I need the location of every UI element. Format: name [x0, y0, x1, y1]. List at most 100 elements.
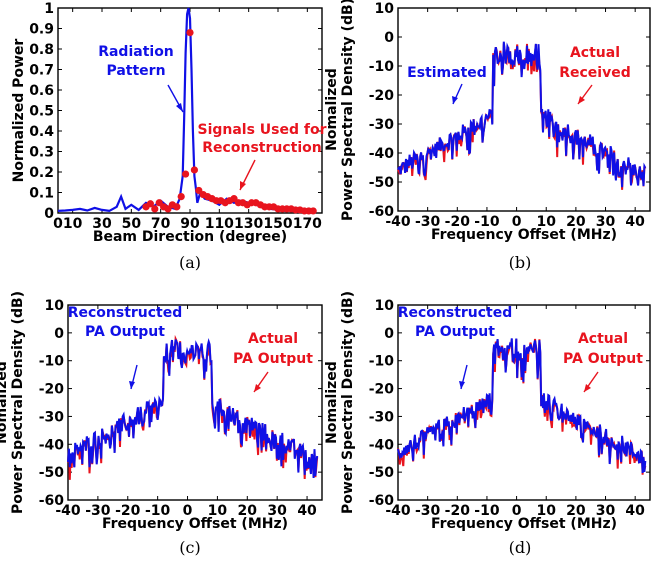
- annotation-arrowhead: [578, 96, 585, 104]
- y-tick-label: -10: [369, 59, 395, 75]
- panel-caption: (d): [509, 538, 532, 557]
- x-tick-label: 70: [151, 216, 171, 232]
- panel-caption: (a): [179, 253, 201, 272]
- y-tick-label: 0: [44, 206, 54, 222]
- y-tick-label: 0.9: [29, 22, 54, 38]
- panel-caption: (b): [509, 253, 532, 272]
- y-axis-label: Power Spectral Density (dB): [340, 291, 356, 514]
- annotation-reconstructed: Reconstructed: [68, 305, 183, 321]
- annotation-arrowhead: [240, 181, 246, 190]
- x-tick-label: 50: [122, 216, 142, 232]
- y-tick-label: -40: [39, 437, 65, 453]
- x-tick-label: 0: [512, 503, 522, 519]
- reconstruction-point: [190, 166, 198, 174]
- x-axis-label: Frequency Offset (MHz): [431, 227, 617, 243]
- x-tick-label: 40: [297, 503, 317, 519]
- y-tick-label: 10: [375, 298, 395, 314]
- annotation-actual: PA Output: [563, 351, 643, 367]
- annotation-actual: Actual: [248, 331, 298, 347]
- x-tick-label: 30: [596, 503, 616, 519]
- annotation-arrowhead: [176, 103, 183, 112]
- series-estimated: [67, 337, 319, 479]
- y-tick-label: -50: [369, 175, 395, 191]
- y-tick-label: 0.6: [29, 83, 54, 99]
- y-tick-label: 0.4: [29, 124, 54, 140]
- y-axis-label: Nomalized: [324, 361, 340, 444]
- y-axis-label: Power Spectral Density (dB): [340, 0, 356, 221]
- annotation-actual: Received: [559, 65, 631, 81]
- axes-box: [67, 304, 323, 501]
- y-tick-label: 0.2: [29, 165, 54, 181]
- axes-box: [397, 304, 651, 501]
- annotation-actual: PA Output: [233, 351, 313, 367]
- x-tick-label: 170: [293, 216, 322, 232]
- reconstruction-point: [173, 203, 181, 211]
- x-tick-label: 10: [536, 214, 556, 230]
- y-tick-label: -30: [369, 409, 395, 425]
- x-tick-label: -40: [385, 503, 411, 519]
- x-tick-label: 130: [234, 216, 263, 232]
- x-tick-label: 0: [512, 214, 522, 230]
- reconstruction-point: [151, 205, 159, 213]
- y-tick-label: -30: [369, 117, 395, 133]
- axes-box: [397, 7, 651, 212]
- x-tick-label: 20: [566, 503, 586, 519]
- y-tick-label: 0: [54, 326, 64, 342]
- panel-caption: (c): [179, 538, 200, 557]
- y-tick-label: 0.7: [29, 63, 54, 79]
- annotation-actual: Actual: [578, 331, 628, 347]
- x-tick-label: 10: [208, 503, 228, 519]
- y-tick-label: -50: [39, 465, 65, 481]
- annotation-signals: Signals Used for: [197, 122, 326, 138]
- y-tick-label: -40: [369, 437, 395, 453]
- y-tick-label: -20: [369, 382, 395, 398]
- annotation-arrowhead: [584, 384, 591, 392]
- x-tick-label: 10: [63, 216, 83, 232]
- annotation-arrowhead: [452, 96, 458, 104]
- y-tick-label: 0.3: [29, 145, 54, 161]
- series-estimated: [397, 41, 647, 188]
- series-radiation-pattern: [57, 7, 315, 213]
- x-tick-label: 150: [263, 216, 292, 232]
- y-tick-label: -30: [39, 409, 65, 425]
- y-tick-label: -40: [369, 146, 395, 162]
- x-tick-label: 40: [625, 503, 645, 519]
- y-tick-label: 10: [45, 298, 65, 314]
- annotation-radiation-pattern: Pattern: [106, 63, 165, 79]
- y-axis-label: Nomalized: [324, 68, 340, 151]
- x-tick-label: -10: [474, 214, 500, 230]
- x-tick-label: -40: [385, 214, 411, 230]
- annotation-estimated: Estimated: [407, 65, 487, 81]
- y-tick-label: -20: [39, 382, 65, 398]
- y-tick-label: -20: [369, 88, 395, 104]
- x-tick-label: -30: [415, 503, 441, 519]
- x-tick-label: 30: [267, 503, 287, 519]
- annotation-actual: Actual: [570, 45, 620, 61]
- x-tick-label: -20: [445, 214, 471, 230]
- x-tick-label: 30: [92, 216, 112, 232]
- y-tick-label: 0: [384, 30, 394, 46]
- reconstruction-point: [309, 207, 317, 215]
- x-axis-label: Frequency Offset (MHz): [431, 516, 617, 532]
- x-tick-label: 40: [625, 214, 645, 230]
- x-tick-label: 30: [596, 214, 616, 230]
- y-axis-label: Nomalized: [0, 361, 10, 444]
- reconstruction-point: [182, 170, 190, 178]
- x-tick-label: 20: [238, 503, 258, 519]
- x-tick-label: 0: [53, 216, 63, 232]
- x-tick-label: 10: [536, 503, 556, 519]
- y-tick-label: -60: [369, 493, 395, 509]
- y-axis-label: Normalized Power: [11, 39, 27, 183]
- x-tick-label: 0: [183, 503, 193, 519]
- annotation-arrowhead: [254, 384, 261, 392]
- x-tick-label: -30: [415, 214, 441, 230]
- x-tick-label: -10: [145, 503, 171, 519]
- y-tick-label: 0.1: [29, 186, 54, 202]
- reconstruction-point: [146, 200, 154, 208]
- annotation-signals: Reconstruction: [202, 140, 321, 156]
- y-tick-label: -50: [369, 465, 395, 481]
